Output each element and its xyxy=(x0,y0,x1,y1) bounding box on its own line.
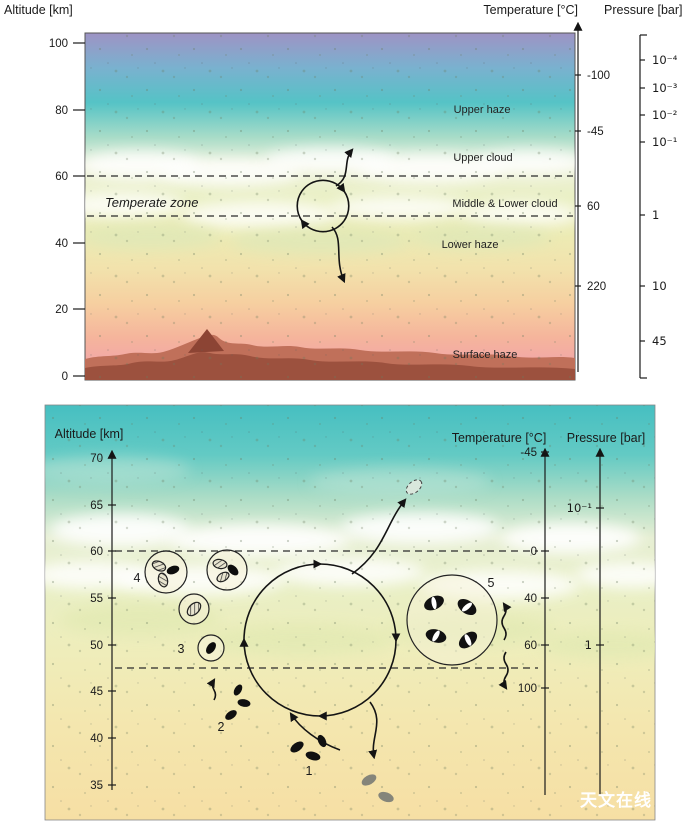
bottom-panel-speckles xyxy=(45,405,655,820)
mature-cell xyxy=(425,629,447,643)
pressure-tick: 1 xyxy=(652,208,659,222)
stage-5-droplet: 5 xyxy=(406,574,498,666)
stage-2-label: 2 xyxy=(218,720,225,734)
temperature-tick: -45 xyxy=(520,447,537,459)
temperature-tick: 60 xyxy=(587,201,600,213)
oscillate-up-arrow xyxy=(501,602,512,641)
bottom-altitude-axis: 70 65 60 55 50 45 40 35 xyxy=(90,449,117,792)
altitude-tick: 60 xyxy=(55,171,68,183)
temperature-tick: 0 xyxy=(531,546,537,558)
pressure-tick: 1 xyxy=(585,638,592,652)
lower-haze-label: Lower haze xyxy=(442,239,499,251)
desiccated-spore xyxy=(405,479,423,495)
top-pressure-axis-title: Pressure [bar] xyxy=(604,3,683,17)
altitude-tick: 35 xyxy=(90,780,103,792)
mature-cell xyxy=(458,631,478,649)
top-panel-scenery xyxy=(85,33,575,380)
oscillation-arrows xyxy=(206,602,512,701)
temperate-zone-label: Temperate zone xyxy=(105,195,198,210)
bottom-pressure-axis-title: Pressure [bar] xyxy=(567,431,646,445)
altitude-tick: 20 xyxy=(55,304,68,316)
altitude-tick: 40 xyxy=(55,238,68,250)
bottom-altitude-axis-title: Altitude [km] xyxy=(55,427,124,441)
temperature-tick: 100 xyxy=(518,683,537,695)
altitude-tick: 55 xyxy=(90,593,103,605)
altitude-tick: 70 xyxy=(90,453,103,465)
stage-2-spores: 2 xyxy=(218,684,251,734)
altitude-tick: 45 xyxy=(90,686,103,698)
stage-3-label: 3 xyxy=(178,642,185,656)
bottom-panel: Altitude [km] Temperature [°C] Pressure … xyxy=(44,404,656,821)
settling-arrow xyxy=(368,701,378,760)
downwelling-arrow xyxy=(331,226,346,284)
convection-cycle xyxy=(296,148,354,284)
top-altitude-axis-title: Altitude [km] xyxy=(4,3,73,17)
oscillate-down-arrow xyxy=(498,651,509,690)
altitude-tick: 80 xyxy=(55,105,68,117)
mature-cell xyxy=(424,595,444,611)
watermark: 天文在线 xyxy=(580,790,652,810)
pressure-tick: 10⁻¹ xyxy=(567,501,592,515)
top-panel: Temperate zone Upper haze Upper cloud Mi… xyxy=(49,21,678,383)
page-header: Altitude [km] Temperature [°C] Pressure … xyxy=(4,3,683,17)
altitude-tick: 0 xyxy=(62,371,68,383)
stage-4-label: 4 xyxy=(134,571,141,585)
top-pressure-axis: 10⁻⁴ 10⁻³ 10⁻² 10⁻¹ 1 10 45 xyxy=(639,34,678,379)
upper-haze-label: Upper haze xyxy=(454,104,511,116)
bottom-temperature-axis: -45 0 40 60 100 xyxy=(518,447,550,795)
top-temperature-axis-title: Temperature [°C] xyxy=(483,3,578,17)
bottom-pressure-axis: 10⁻¹ 1 xyxy=(567,447,605,795)
temperature-tick: 40 xyxy=(524,593,537,605)
temperature-tick: -45 xyxy=(587,126,604,138)
mature-cell xyxy=(457,598,477,616)
surface-haze-label: Surface haze xyxy=(453,349,518,361)
upper-cloud-label: Upper cloud xyxy=(453,152,512,164)
top-panel-speckles xyxy=(85,33,575,380)
altitude-tick: 60 xyxy=(90,546,103,558)
stage-3-droplet: 3 xyxy=(178,634,225,662)
pressure-tick: 10⁻³ xyxy=(652,81,678,95)
temperature-tick: 60 xyxy=(524,640,537,652)
temperature-tick: 220 xyxy=(587,281,606,293)
altitude-tick: 40 xyxy=(90,733,103,745)
upwelling-arrow xyxy=(335,148,354,187)
stage-1-label: 1 xyxy=(306,764,313,778)
bottom-panel-scenery xyxy=(45,405,655,820)
middle-lower-cloud-label: Middle & Lower cloud xyxy=(452,198,557,210)
pressure-tick: 10⁻² xyxy=(652,108,677,122)
stage-4-droplets: 4 xyxy=(134,549,248,625)
stage-1-spores: 1 xyxy=(290,734,327,778)
pressure-tick: 10⁻¹ xyxy=(652,135,677,149)
altitude-tick: 100 xyxy=(49,38,68,50)
temperature-tick: -100 xyxy=(587,70,610,82)
layer-labels: Upper haze Upper cloud Middle & Lower cl… xyxy=(442,104,558,361)
life-cycle-circle xyxy=(239,498,407,760)
pressure-tick: 10⁻⁴ xyxy=(652,53,678,67)
pressure-tick: 45 xyxy=(652,334,667,348)
altitude-tick: 65 xyxy=(90,500,103,512)
top-altitude-axis: 100 80 60 40 20 0 xyxy=(49,38,85,383)
bottom-temperature-axis-title: Temperature [°C] xyxy=(452,431,547,445)
altitude-tick: 50 xyxy=(90,640,103,652)
pressure-tick: 10 xyxy=(652,279,667,293)
stage-2-rise-arrow xyxy=(206,678,217,701)
top-temperature-axis: -100 -45 60 220 xyxy=(573,21,610,372)
stage-5-label: 5 xyxy=(488,576,495,590)
settling-spores xyxy=(361,774,394,803)
uplift-arrow xyxy=(351,498,407,575)
entry-arrow xyxy=(289,712,341,751)
